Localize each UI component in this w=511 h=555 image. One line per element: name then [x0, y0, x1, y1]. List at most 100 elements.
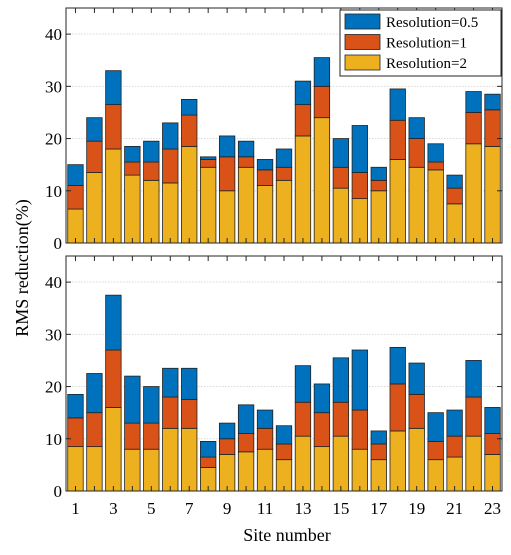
bar-segment — [181, 399, 198, 429]
bar-segment — [218, 135, 236, 158]
bar-segment — [446, 187, 463, 205]
bar-segment — [181, 114, 198, 147]
bar-segment — [218, 438, 236, 455]
bar-segment — [313, 446, 331, 492]
bar-segment — [256, 159, 274, 171]
bar-segment — [275, 166, 293, 181]
bar-segment — [313, 85, 331, 119]
bar-segment — [484, 109, 501, 147]
bar-segment — [275, 148, 293, 168]
bar-segment — [162, 182, 179, 244]
bar-segment — [294, 365, 312, 403]
bar-segment — [124, 422, 141, 450]
x-tick-label: 5 — [147, 499, 156, 518]
y-axis-label: RMS reduction(%) — [12, 199, 33, 336]
bar-segment — [143, 448, 160, 492]
x-tick-label: 7 — [185, 499, 194, 518]
bar-segment — [313, 383, 331, 414]
bar-segment — [86, 446, 103, 492]
x-tick-label: 1 — [71, 499, 80, 518]
bar-segment — [408, 427, 425, 492]
bar-segment — [86, 412, 103, 448]
x-tick-label: 19 — [408, 499, 425, 518]
bar-segment — [465, 112, 482, 145]
bar-segment — [427, 143, 444, 163]
bar-segment — [408, 166, 425, 244]
bar-segment — [370, 190, 387, 244]
bar-segment — [86, 373, 103, 414]
bar-segment — [389, 159, 406, 244]
bar-segment — [389, 119, 406, 160]
y-tick-label: 40 — [45, 25, 62, 44]
bar-segment — [446, 174, 463, 189]
bar-segment — [124, 375, 141, 424]
bar-segment — [351, 172, 368, 200]
bar-segment — [200, 156, 217, 160]
x-tick-label: 11 — [257, 499, 273, 518]
bar-segment — [408, 138, 425, 168]
bar-segment — [370, 166, 387, 181]
bar-segment — [67, 446, 84, 492]
bar-segment — [124, 448, 141, 492]
bar-segment — [124, 161, 141, 176]
bar-segment — [143, 140, 160, 163]
bar-segment — [294, 80, 312, 106]
bar-segment — [408, 362, 425, 395]
legend-label: Resolution=2 — [386, 56, 467, 72]
bar-segment — [465, 91, 482, 113]
bar-segment — [351, 448, 368, 492]
bar-segment — [124, 174, 141, 244]
y-tick-label: 40 — [45, 273, 62, 292]
x-tick-label: 13 — [294, 499, 311, 518]
bar-segment — [427, 440, 444, 461]
bar-segment — [143, 386, 160, 424]
bar-segment — [105, 104, 122, 150]
x-tick-label: 15 — [332, 499, 349, 518]
y-tick-label: 30 — [45, 77, 62, 96]
bar-segment — [67, 393, 84, 419]
bar-segment — [86, 117, 103, 142]
x-tick-label: 9 — [223, 499, 232, 518]
bar-segment — [181, 98, 198, 116]
bar-segment — [181, 367, 198, 401]
bar-segment — [408, 117, 425, 139]
bar-segment — [294, 401, 312, 437]
bar-segment — [237, 433, 255, 453]
bar-segment — [427, 161, 444, 171]
bar-segment — [200, 159, 217, 168]
bar-segment — [237, 451, 255, 492]
bar-segment — [294, 104, 312, 137]
bar-segment — [67, 417, 84, 448]
bar-segment — [218, 422, 236, 440]
bar-segment — [256, 409, 274, 429]
x-tick-label: 21 — [446, 499, 463, 518]
bar-segment — [484, 454, 501, 492]
bar-segment — [86, 172, 103, 244]
bar-segment — [427, 412, 444, 442]
bar-segment — [181, 145, 198, 244]
x-axis-label: Site number — [243, 525, 331, 545]
bar-segment — [465, 360, 482, 398]
bar-segment — [389, 88, 406, 121]
bar-segment — [105, 407, 122, 492]
bar-segment — [408, 393, 425, 429]
bar-segment — [389, 430, 406, 492]
legend-swatch — [344, 54, 381, 71]
legend-swatch — [344, 13, 381, 30]
bar-segment — [218, 454, 236, 492]
legend: Resolution=0.5 Resolution=1 Resolution=2 — [339, 9, 502, 77]
x-tick-label: 23 — [484, 499, 501, 518]
y-tick-label: 10 — [45, 430, 62, 449]
bar-segment — [484, 407, 501, 434]
bar-segment — [67, 164, 84, 186]
bar-segment — [162, 367, 179, 398]
bar-segment — [143, 161, 160, 181]
y-tick-label: 10 — [45, 182, 62, 201]
bar-segment — [86, 140, 103, 173]
bar-segment — [200, 166, 217, 244]
bar-segment — [446, 409, 463, 437]
bar-segment — [67, 208, 84, 244]
bar-segment — [124, 145, 141, 163]
